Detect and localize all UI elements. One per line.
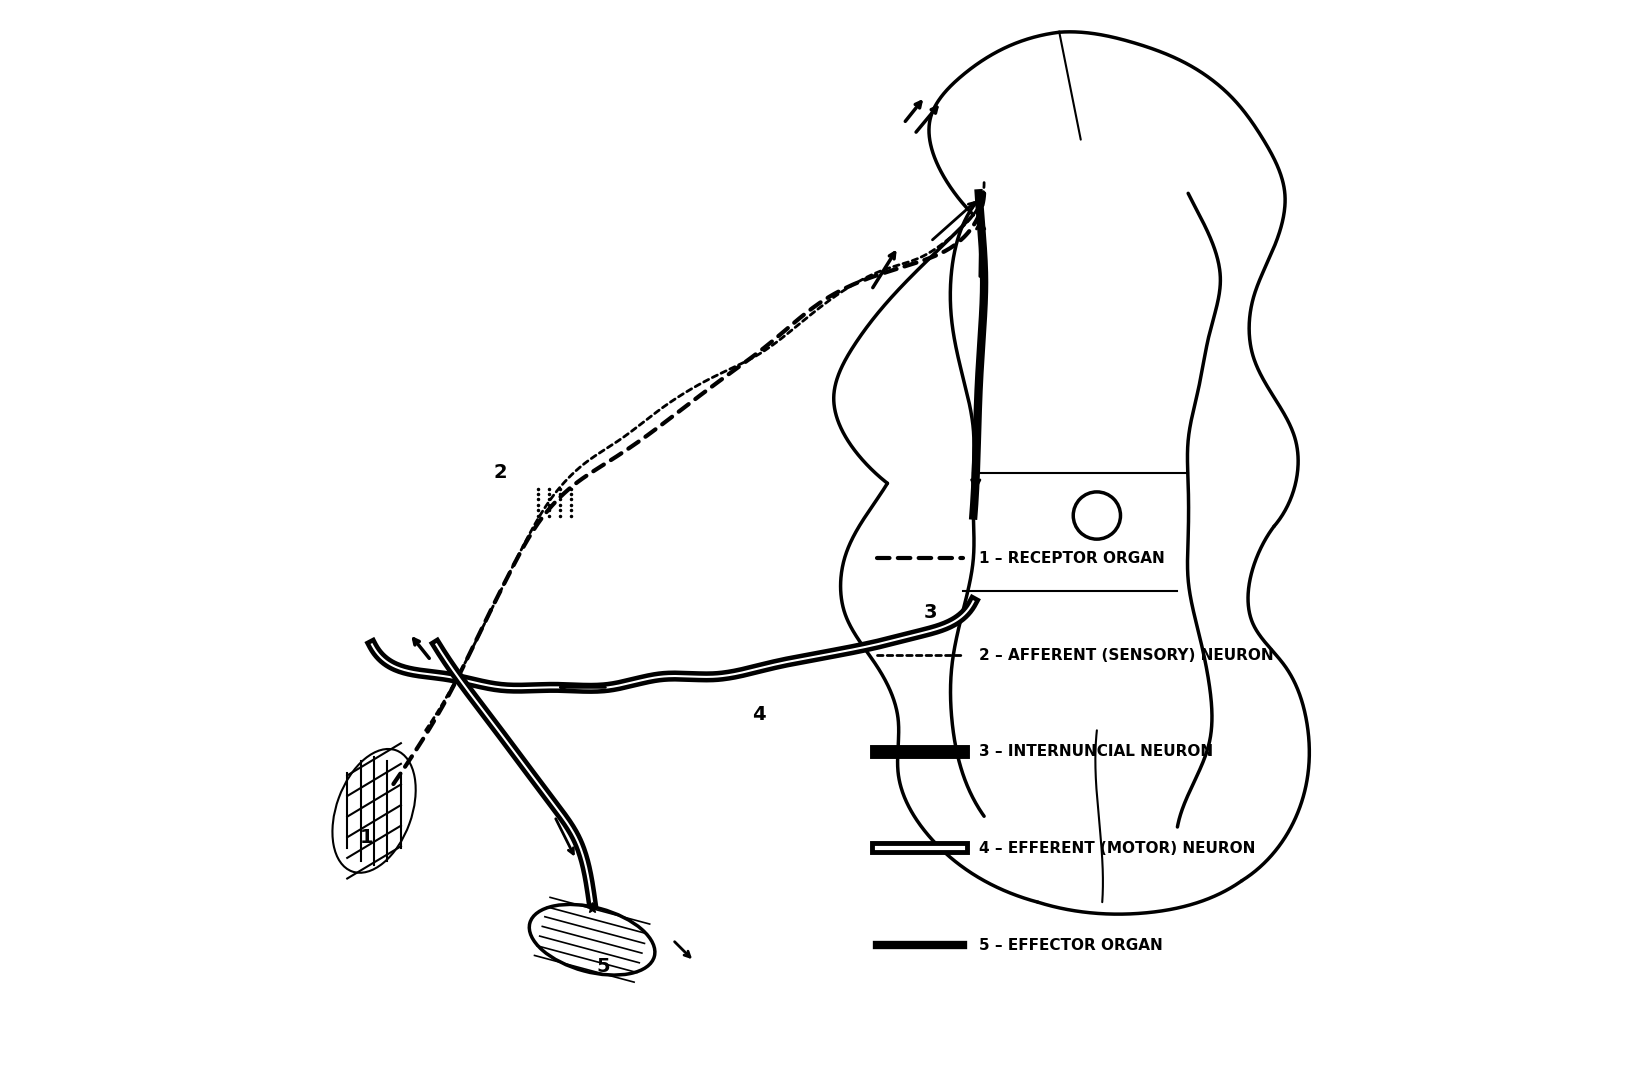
Text: 1: 1 <box>360 828 374 847</box>
Text: 2: 2 <box>494 463 507 482</box>
Text: 3 – INTERNUNCIAL NEURON: 3 – INTERNUNCIAL NEURON <box>979 744 1213 759</box>
Text: 5 – EFFECTOR ORGAN: 5 – EFFECTOR ORGAN <box>979 938 1162 953</box>
Text: 3: 3 <box>923 603 937 622</box>
Text: 4 – EFFERENT (MOTOR) NEURON: 4 – EFFERENT (MOTOR) NEURON <box>979 841 1256 856</box>
Text: 2 – AFFERENT (SENSORY) NEURON: 2 – AFFERENT (SENSORY) NEURON <box>979 648 1274 663</box>
Text: 5: 5 <box>596 957 609 976</box>
Text: 4: 4 <box>752 705 765 724</box>
Text: 1 – RECEPTOR ORGAN: 1 – RECEPTOR ORGAN <box>979 551 1164 566</box>
